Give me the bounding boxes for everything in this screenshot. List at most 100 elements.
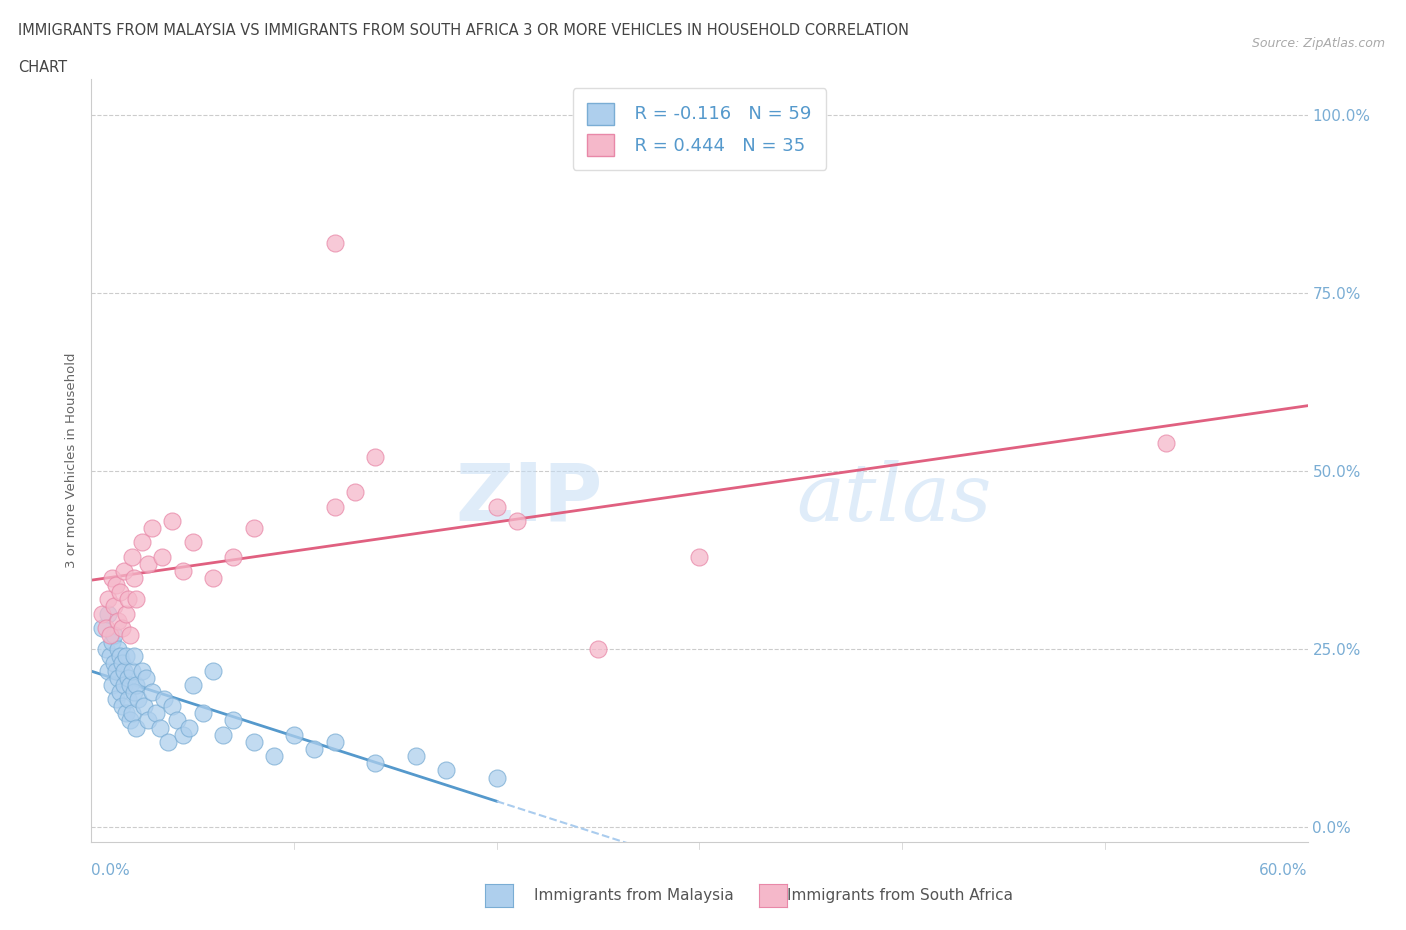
Point bbox=[118, 628, 141, 643]
Point bbox=[94, 642, 117, 657]
Point bbox=[202, 570, 225, 585]
Point bbox=[131, 663, 153, 678]
Point bbox=[181, 677, 204, 692]
Point bbox=[688, 549, 710, 564]
Point bbox=[222, 713, 245, 728]
Point bbox=[135, 671, 157, 685]
Point bbox=[122, 570, 145, 585]
Point bbox=[162, 698, 184, 713]
Point bbox=[136, 556, 159, 571]
Point bbox=[90, 620, 112, 635]
Point bbox=[90, 606, 112, 621]
Point bbox=[242, 521, 264, 536]
Point bbox=[485, 499, 508, 514]
Point bbox=[103, 628, 125, 643]
Point bbox=[172, 727, 194, 742]
Point bbox=[323, 735, 346, 750]
Point bbox=[104, 578, 127, 592]
Point bbox=[112, 564, 135, 578]
Point bbox=[104, 692, 127, 707]
Point bbox=[100, 634, 122, 649]
Point bbox=[166, 713, 188, 728]
Point bbox=[117, 591, 139, 606]
Point bbox=[98, 628, 121, 643]
Point bbox=[149, 720, 172, 735]
Point bbox=[97, 663, 120, 678]
Point bbox=[108, 684, 131, 699]
Point bbox=[405, 749, 427, 764]
Point bbox=[323, 499, 346, 514]
Point bbox=[122, 684, 145, 699]
Point bbox=[127, 692, 149, 707]
Point bbox=[434, 763, 457, 777]
Point bbox=[172, 564, 194, 578]
Point bbox=[212, 727, 235, 742]
Point bbox=[115, 649, 138, 664]
Text: IMMIGRANTS FROM MALAYSIA VS IMMIGRANTS FROM SOUTH AFRICA 3 OR MORE VEHICLES IN H: IMMIGRANTS FROM MALAYSIA VS IMMIGRANTS F… bbox=[18, 23, 910, 38]
Point bbox=[115, 606, 138, 621]
Point bbox=[112, 663, 135, 678]
Point bbox=[121, 706, 143, 721]
Point bbox=[323, 235, 346, 250]
Point bbox=[107, 613, 129, 628]
Text: ZIP: ZIP bbox=[456, 459, 602, 538]
Point bbox=[364, 756, 387, 771]
Point bbox=[343, 485, 366, 499]
Point bbox=[222, 549, 245, 564]
Point bbox=[150, 549, 173, 564]
Point bbox=[98, 649, 121, 664]
Point bbox=[125, 677, 148, 692]
Text: 60.0%: 60.0% bbox=[1260, 863, 1308, 878]
Point bbox=[122, 649, 145, 664]
Point bbox=[586, 642, 609, 657]
Point bbox=[304, 741, 326, 756]
Point bbox=[103, 599, 125, 614]
Point bbox=[121, 549, 143, 564]
Point bbox=[136, 713, 159, 728]
Point bbox=[111, 698, 134, 713]
Point bbox=[263, 749, 285, 764]
Point bbox=[157, 735, 180, 750]
Point bbox=[117, 692, 139, 707]
Point bbox=[125, 720, 148, 735]
Point bbox=[364, 449, 387, 464]
Point bbox=[153, 692, 176, 707]
Point bbox=[112, 677, 135, 692]
Point bbox=[141, 684, 163, 699]
Point bbox=[283, 727, 305, 742]
Point bbox=[162, 513, 184, 528]
Text: atlas: atlas bbox=[797, 459, 993, 538]
Text: Immigrants from Malaysia: Immigrants from Malaysia bbox=[534, 888, 734, 903]
Legend:   R = -0.116   N = 59,   R = 0.444   N = 35: R = -0.116 N = 59, R = 0.444 N = 35 bbox=[572, 88, 827, 170]
Point bbox=[118, 677, 141, 692]
Point bbox=[177, 720, 200, 735]
Point bbox=[108, 585, 131, 600]
Point bbox=[111, 656, 134, 671]
Point bbox=[100, 570, 122, 585]
Point bbox=[117, 671, 139, 685]
Point bbox=[107, 671, 129, 685]
Point bbox=[121, 663, 143, 678]
Point bbox=[104, 663, 127, 678]
Point bbox=[242, 735, 264, 750]
Point bbox=[97, 606, 120, 621]
Point bbox=[132, 698, 155, 713]
Point bbox=[107, 642, 129, 657]
Point bbox=[145, 706, 167, 721]
Text: Immigrants from South Africa: Immigrants from South Africa bbox=[787, 888, 1014, 903]
Text: CHART: CHART bbox=[18, 60, 67, 75]
Point bbox=[94, 620, 117, 635]
Point bbox=[100, 677, 122, 692]
Point bbox=[111, 620, 134, 635]
Point bbox=[131, 535, 153, 550]
Point bbox=[1154, 435, 1177, 450]
Point bbox=[191, 706, 214, 721]
Point bbox=[125, 591, 148, 606]
Point bbox=[97, 591, 120, 606]
Point bbox=[141, 521, 163, 536]
Y-axis label: 3 or more Vehicles in Household: 3 or more Vehicles in Household bbox=[65, 352, 79, 568]
Point bbox=[202, 663, 225, 678]
Point bbox=[506, 513, 529, 528]
Text: Source: ZipAtlas.com: Source: ZipAtlas.com bbox=[1251, 37, 1385, 50]
Text: 0.0%: 0.0% bbox=[91, 863, 131, 878]
